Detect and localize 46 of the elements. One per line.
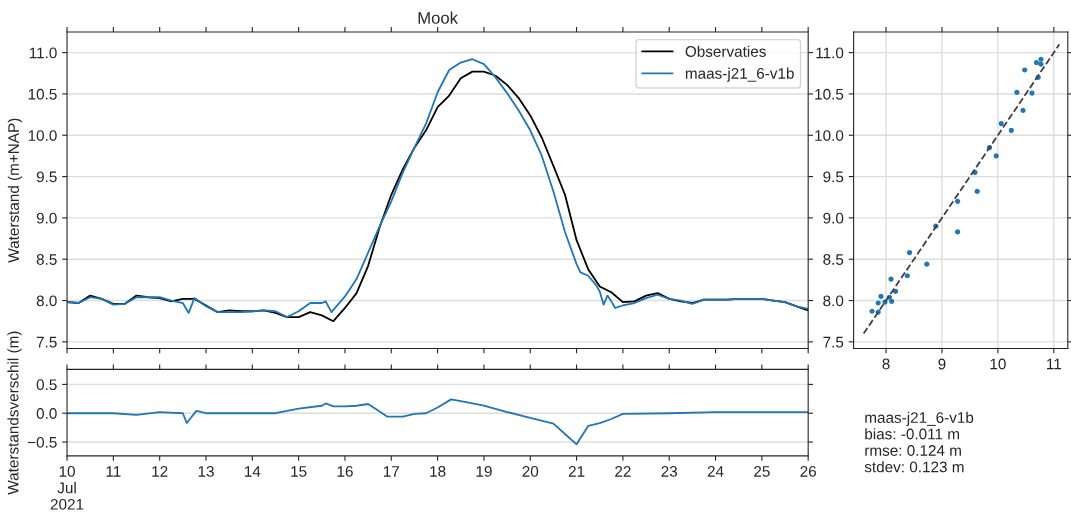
x-tick-label: 22 bbox=[615, 466, 631, 477]
x-tick-label: 11 bbox=[106, 466, 121, 477]
y-tick-label: 10.0 bbox=[28, 130, 57, 141]
y-tick-label: 7.5 bbox=[36, 336, 57, 348]
text: maas-j21_6-v1b bias: -0.011 m rmse: 0.124 m stdev: 0.123 m bbox=[864, 411, 974, 473]
x-tick-label: 23 bbox=[661, 466, 678, 477]
x-tick-label: 18 bbox=[430, 466, 446, 477]
x-tick-label: 20 bbox=[522, 466, 539, 477]
y-tick-label: 0.0 bbox=[36, 408, 57, 419]
y-tick-label: 9.0 bbox=[823, 212, 844, 224]
legend-label: Observaties bbox=[685, 45, 766, 57]
y-tick-label: 10.5 bbox=[28, 88, 57, 100]
y-tick-label: 10.0 bbox=[815, 130, 844, 141]
x-tick-label: 25 bbox=[754, 466, 770, 477]
x-tick-label: 21 bbox=[568, 466, 585, 477]
x-tick-label: 8 bbox=[882, 358, 890, 370]
y-tick-label: 0.5 bbox=[36, 379, 57, 391]
y-tick-label: 10.5 bbox=[815, 88, 844, 100]
y-axis-title: Waterstandsverschil (m) bbox=[7, 331, 22, 495]
y-tick-label: 9.0 bbox=[36, 212, 57, 224]
y-tick-label: 11.0 bbox=[29, 47, 57, 59]
y-tick-label: 9.5 bbox=[36, 171, 57, 183]
y-tick-label: 9.5 bbox=[823, 171, 844, 183]
chart-title: Mook bbox=[418, 11, 459, 24]
x-tick-label: 10 bbox=[990, 358, 1006, 370]
x-tick-label: 16 bbox=[337, 466, 353, 477]
x-tick-label: 17 bbox=[383, 466, 400, 477]
x-tick-label: 10 Jul 2021 bbox=[50, 466, 84, 510]
x-tick-label: 15 bbox=[291, 466, 307, 477]
x-tick-label: 13 bbox=[198, 466, 214, 477]
x-tick-label: 14 bbox=[245, 466, 261, 477]
y-tick-label: −0.5 bbox=[27, 436, 57, 448]
y-tick-label: 7.5 bbox=[823, 336, 844, 348]
y-tick-label: 11.0 bbox=[816, 47, 844, 59]
y-tick-label: 8.0 bbox=[36, 295, 57, 307]
y-tick-label: 8.0 bbox=[823, 295, 844, 307]
x-tick-label: 24 bbox=[707, 466, 724, 477]
x-tick-label: 11 bbox=[1047, 358, 1061, 370]
x-tick-label: 19 bbox=[476, 466, 492, 477]
y-tick-label: 8.5 bbox=[823, 254, 844, 265]
y-tick-label: 8.5 bbox=[36, 254, 57, 265]
x-tick-label: 9 bbox=[938, 358, 946, 370]
legend-label: maas-j21_6-v1b bbox=[685, 67, 794, 82]
y-axis-title: Waterstand (m+NAP) bbox=[7, 118, 23, 263]
x-tick-label: 12 bbox=[152, 466, 168, 477]
x-tick-label: 26 bbox=[800, 466, 816, 477]
